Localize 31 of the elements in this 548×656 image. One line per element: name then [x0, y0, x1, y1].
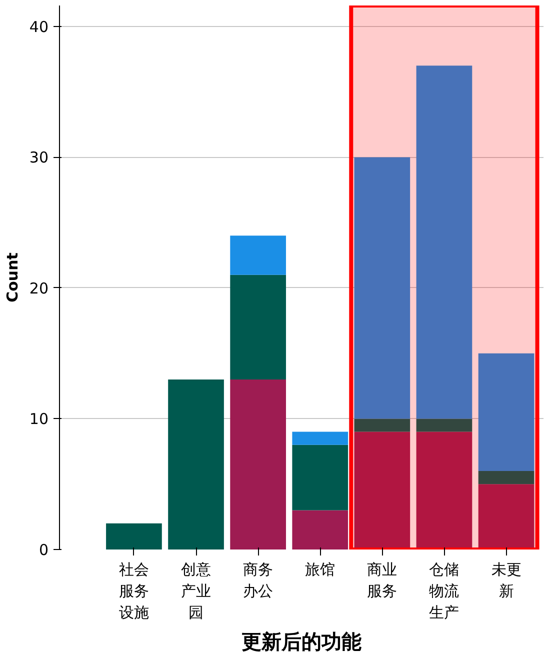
bar	[416, 432, 472, 550]
bar	[168, 380, 224, 550]
bar	[230, 380, 286, 550]
y-tick-label: 10	[29, 410, 49, 428]
x-tick-label: 仓储物流生产	[429, 560, 460, 622]
bar	[354, 418, 410, 432]
bar	[354, 432, 410, 550]
x-tick-label: 商务办公	[243, 560, 274, 600]
y-axis-title: Count	[3, 252, 22, 302]
y-tick-label: 30	[29, 148, 49, 167]
x-tick-label: 社会服务设施	[118, 560, 149, 622]
x-axis-title: 更新后的功能	[242, 630, 362, 654]
bar	[292, 444, 348, 510]
bar	[292, 510, 348, 550]
bar	[416, 418, 472, 432]
bar	[106, 523, 162, 550]
bar	[292, 432, 348, 445]
x-tick-label: 创意产业园	[181, 560, 212, 622]
bar	[230, 274, 286, 380]
y-tick-label: 0	[38, 541, 49, 559]
y-tick-label: 40	[29, 18, 49, 36]
x-tick-label: 商业服务	[367, 560, 398, 600]
x-tick-label: 旅馆	[305, 560, 336, 578]
bar	[354, 157, 410, 419]
bar	[478, 353, 534, 472]
bar	[230, 236, 286, 275]
bar	[416, 66, 472, 419]
y-tick-label: 20	[29, 279, 49, 298]
bar	[478, 471, 534, 484]
bar	[478, 484, 534, 550]
x-tick-label: 未更新	[491, 560, 522, 600]
